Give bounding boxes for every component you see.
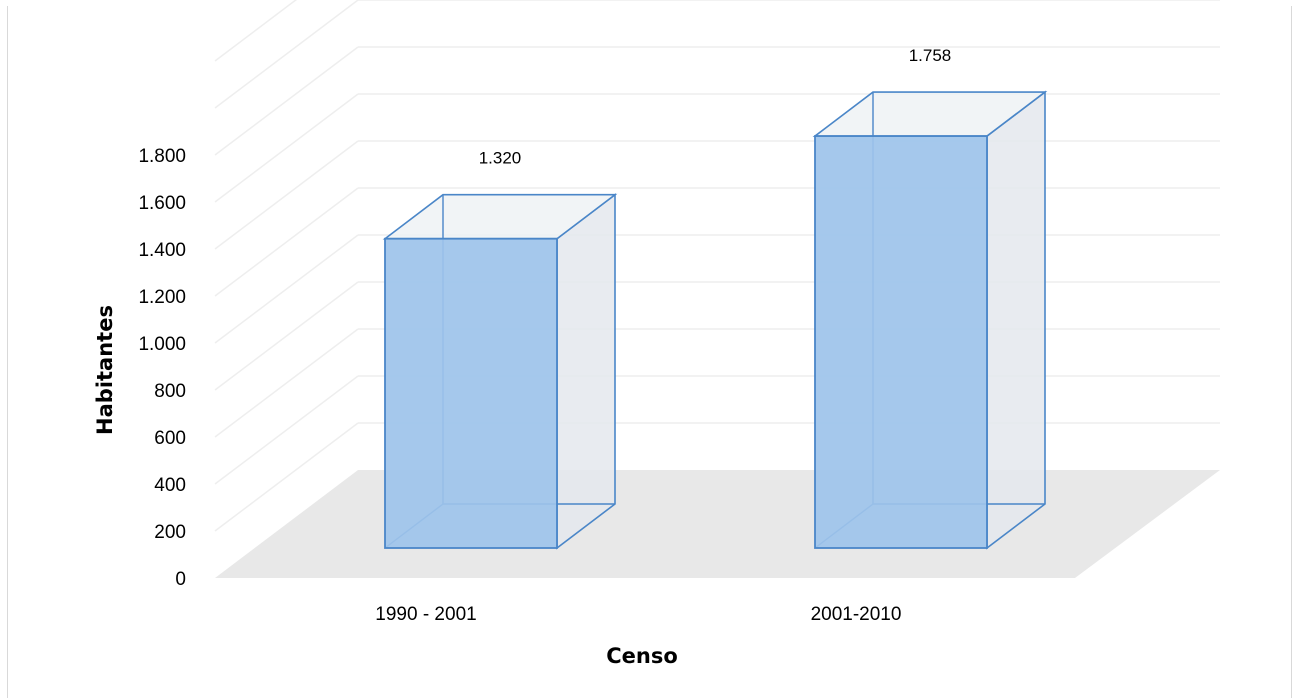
gridline-side <box>214 0 298 62</box>
x-tick-label: 2001-2010 <box>811 604 902 625</box>
gridline-side <box>214 328 359 438</box>
y-tick-label: 1.400 <box>138 240 186 261</box>
gridline-side <box>214 422 359 532</box>
bar-front-face <box>384 237 558 549</box>
bar-2 <box>812 90 1048 550</box>
gridline-side <box>214 0 359 109</box>
x-tick-label: 1990 - 2001 <box>375 604 476 625</box>
data-label: 1.758 <box>909 46 952 65</box>
y-tick-label: 1.200 <box>138 287 186 308</box>
x-axis-title: Censo <box>606 644 678 668</box>
x-axis-ticks: 1990 - 2001 2001-2010 <box>375 604 901 625</box>
y-tick-label: 400 <box>154 475 186 496</box>
gridline-side <box>214 281 359 391</box>
y-tick-label: 1.800 <box>138 146 186 167</box>
gridline-side <box>214 234 359 344</box>
gridline-side <box>214 187 359 297</box>
gridline-side <box>214 375 359 485</box>
gridlines <box>214 0 1220 532</box>
y-tick-label: 200 <box>154 522 186 543</box>
gridline-side <box>214 93 359 203</box>
gridline-side <box>214 46 359 156</box>
y-tick-label: 600 <box>154 428 186 449</box>
y-tick-label: 0 <box>175 569 186 590</box>
bar-side-face <box>986 90 1046 550</box>
bar-side-face <box>556 193 616 550</box>
bar-front-face <box>814 135 988 549</box>
bar-1 <box>382 193 618 550</box>
floor-plane <box>215 470 1220 578</box>
bars: 1.320 1.758 <box>382 46 1048 550</box>
y-tick-label: 1.000 <box>138 334 186 355</box>
y-axis-ticks: 0 200 400 600 800 1.000 1.200 1.400 1.600 1.800 <box>138 146 186 590</box>
chart-frame <box>7 6 1292 698</box>
y-tick-label: 1.600 <box>138 193 186 214</box>
chart-floor <box>215 470 1220 578</box>
y-tick-label: 800 <box>154 381 186 402</box>
gridline-side <box>214 140 359 250</box>
y-axis-title: Habitantes <box>93 305 117 435</box>
data-label: 1.320 <box>479 149 522 168</box>
